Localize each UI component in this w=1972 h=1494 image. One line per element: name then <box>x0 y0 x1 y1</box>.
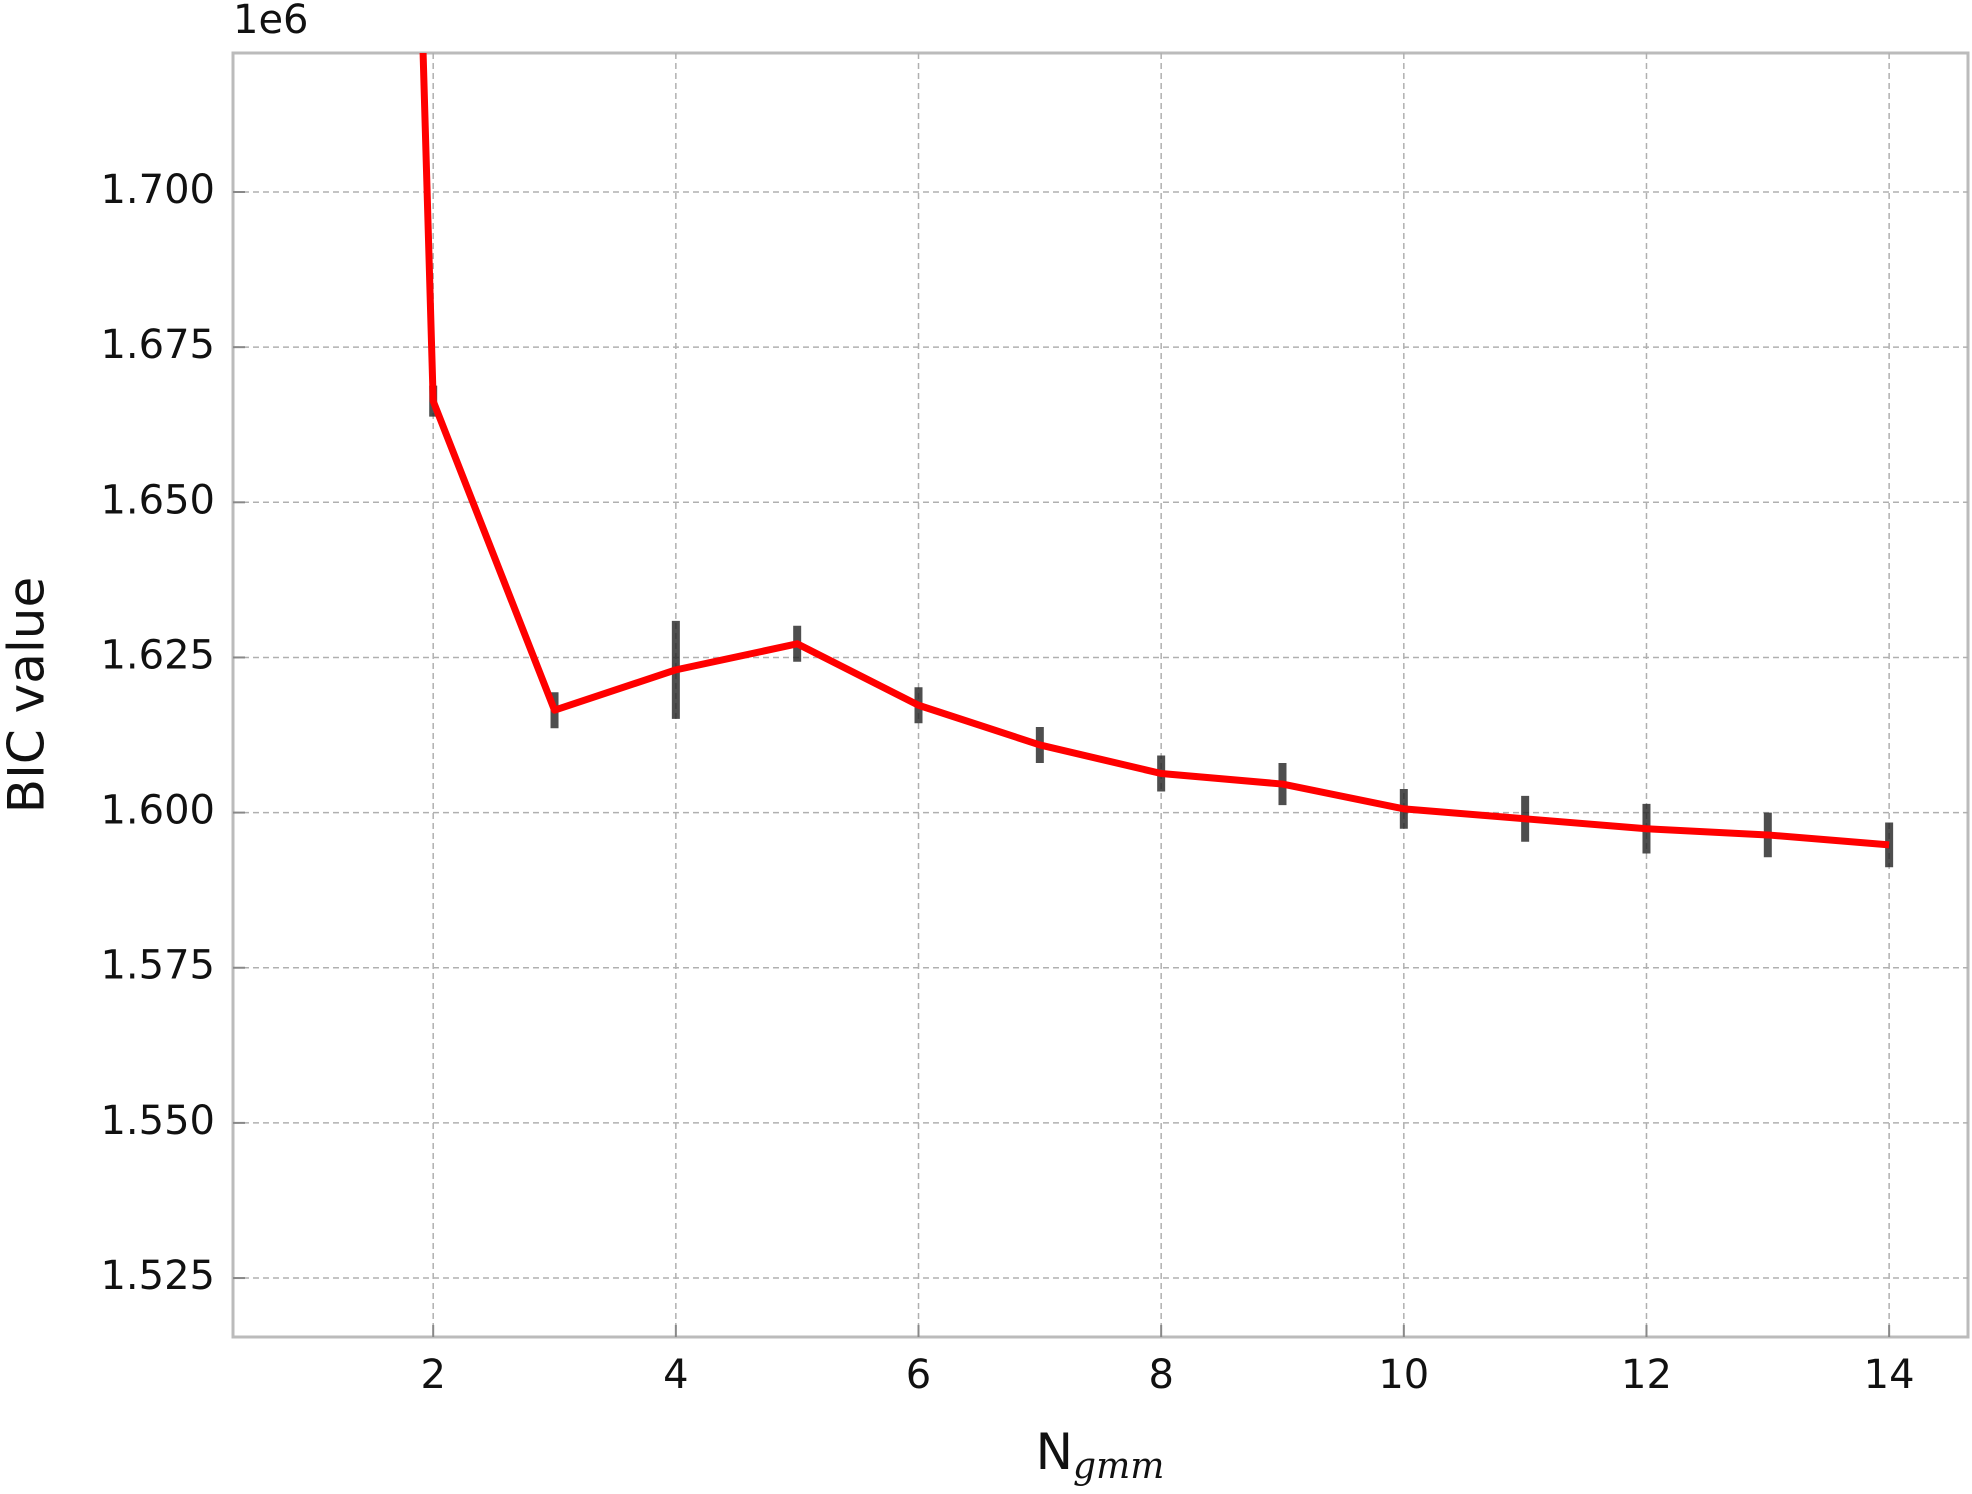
y-tick-label: 1.600 <box>100 788 215 834</box>
y-tick-label: 1.550 <box>100 1098 215 1144</box>
x-axis-label: Ngmm <box>1036 1423 1165 1488</box>
x-tick-label: 8 <box>1148 1352 1173 1398</box>
x-tick-label: 12 <box>1621 1352 1672 1398</box>
plot-frame <box>231 51 1970 1339</box>
x-axis-label-main: N <box>1036 1423 1073 1481</box>
y-tick-label: 1.650 <box>100 477 215 523</box>
y-tick-label: 1.625 <box>100 632 215 678</box>
x-tick-label: 14 <box>1864 1352 1915 1398</box>
y-tick-label: 1.525 <box>100 1253 215 1299</box>
plot-area <box>419 53 1894 868</box>
x-tick-label: 10 <box>1378 1352 1429 1398</box>
y-tick-label: 1.575 <box>100 943 215 989</box>
y-tick-label: 1.675 <box>100 322 215 368</box>
y-tick-label: 1.700 <box>100 167 215 213</box>
y-axis-label: BIC value <box>0 577 56 813</box>
series-line <box>419 53 1890 849</box>
x-axis-label-sub: gmm <box>1073 1446 1164 1487</box>
x-tick-label: 2 <box>420 1352 445 1398</box>
offset-text: 1e6 <box>233 0 309 43</box>
x-tick-label: 6 <box>906 1352 931 1398</box>
x-tick-label: 4 <box>663 1352 688 1398</box>
